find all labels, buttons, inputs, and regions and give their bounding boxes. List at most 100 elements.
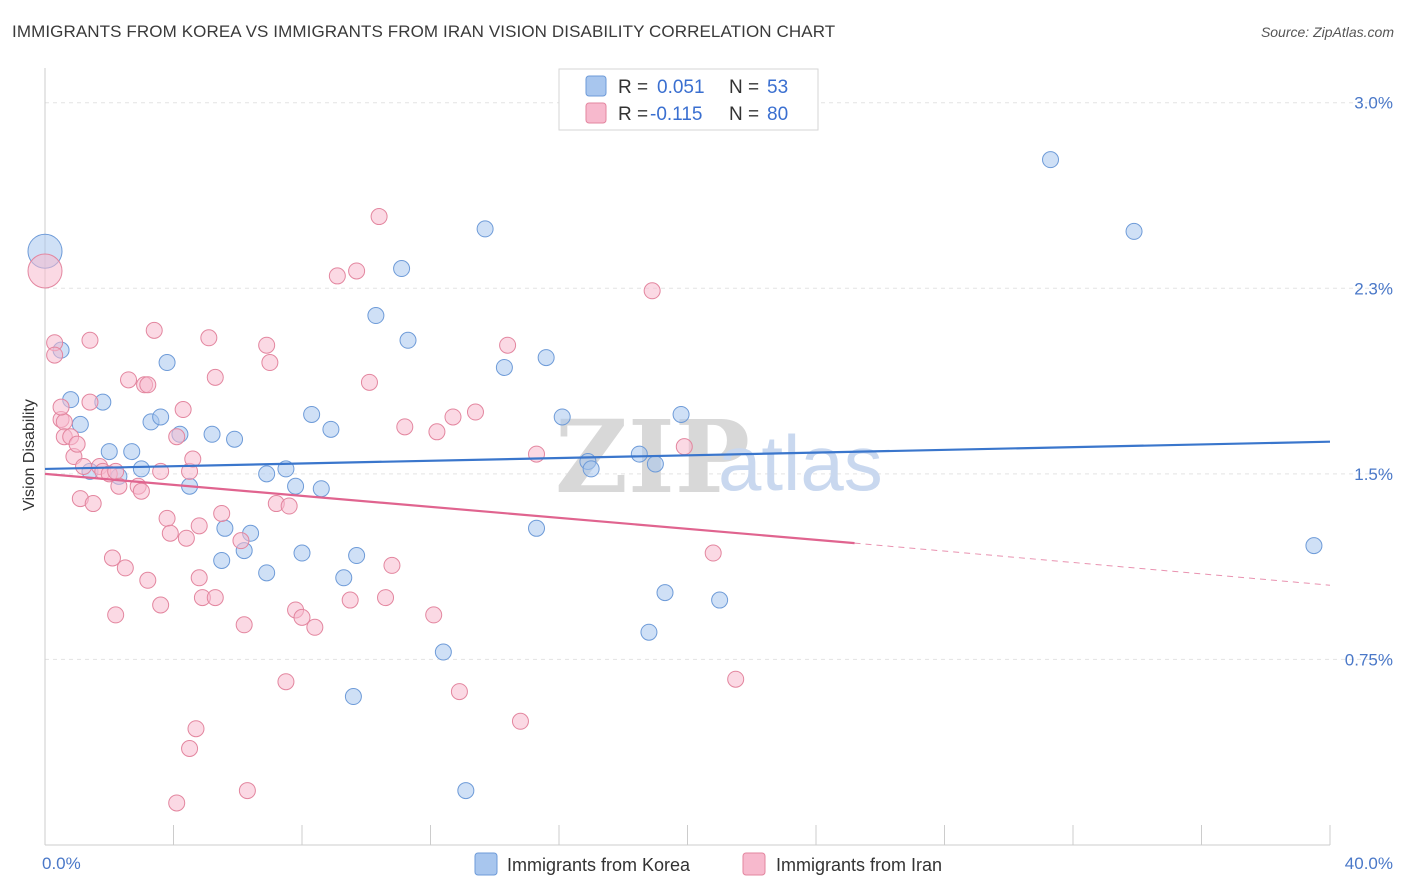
korea-point-31 xyxy=(344,688,362,706)
iran-point-34 xyxy=(168,428,186,446)
iran-point-36 xyxy=(177,529,195,547)
iran-point-69 xyxy=(499,336,517,354)
iran-point-32 xyxy=(158,509,176,527)
korea-point-35 xyxy=(434,643,452,661)
legend-swatch-korea xyxy=(585,75,607,97)
iran-point-0 xyxy=(27,253,63,289)
iran-point-73 xyxy=(675,438,693,456)
iran-point-55 xyxy=(306,618,324,636)
gridlines xyxy=(45,102,1392,660)
iran-trend-line xyxy=(44,472,855,545)
iran-point-72 xyxy=(643,282,661,300)
iran-point-52 xyxy=(280,497,298,515)
y-tick-label-0: 0.75% xyxy=(1345,650,1393,669)
korea-point-19 xyxy=(213,551,231,569)
iran-point-60 xyxy=(370,208,388,226)
y-tick-label-2: 2.3% xyxy=(1354,279,1393,298)
iran-point-13 xyxy=(84,495,102,513)
tick-labels: 0.75% 1.5% 2.3% 3.0% 0.0% 40.0% xyxy=(42,94,1393,873)
iran-point-77 xyxy=(187,720,205,738)
y-tick-label-1: 1.5% xyxy=(1354,465,1393,484)
iran-point-46 xyxy=(232,532,250,550)
bottom-legend-swatch-korea xyxy=(474,852,498,876)
korea-point-47 xyxy=(656,584,674,602)
iran-point-62 xyxy=(383,556,401,574)
iran-point-47 xyxy=(235,616,253,634)
iran-point-21 xyxy=(107,606,125,624)
korea-point-41 xyxy=(553,408,571,426)
korea-point-49 xyxy=(711,591,729,609)
iran-point-23 xyxy=(120,371,138,389)
korea-point-46 xyxy=(640,623,658,641)
legend-r-value-korea: 0.051 xyxy=(657,77,705,98)
korea-point-34 xyxy=(399,331,417,349)
axes xyxy=(44,68,1331,846)
korea-point-52 xyxy=(1305,537,1323,555)
korea-point-24 xyxy=(287,477,305,495)
bottom-legend-swatch-iran xyxy=(742,852,766,876)
iran-point-10 xyxy=(75,457,93,475)
iran-point-45 xyxy=(213,504,231,522)
iran-point-33 xyxy=(161,524,179,542)
iran-point-61 xyxy=(377,589,395,607)
korea-point-17 xyxy=(216,519,234,537)
bottom-legend-label-iran: Immigrants from Iran xyxy=(776,855,942,875)
korea-point-6 xyxy=(123,443,141,461)
korea-point-48 xyxy=(672,405,690,423)
iran-point-44 xyxy=(206,368,224,386)
legend-r-label-iran: R = xyxy=(618,104,648,125)
iran-point-9 xyxy=(68,435,86,453)
y-axis-label: Vision Disability xyxy=(21,399,38,511)
iran-point-14 xyxy=(81,331,99,349)
chart-title: IMMIGRANTS FROM KOREA VS IMMIGRANTS FROM… xyxy=(12,22,836,41)
iran-point-27 xyxy=(139,376,157,394)
korea-point-50 xyxy=(1042,151,1060,169)
korea-point-15 xyxy=(226,430,244,448)
iran-point-58 xyxy=(348,262,366,280)
iran-point-65 xyxy=(428,423,446,441)
korea-point-33 xyxy=(393,260,411,278)
iran-point-76 xyxy=(181,740,199,758)
korea-point-12 xyxy=(152,408,170,426)
watermark-atlas: atlas xyxy=(718,419,883,507)
x-tick-label-1: 40.0% xyxy=(1345,854,1393,873)
iran-point-43 xyxy=(200,329,218,347)
trend-lines xyxy=(44,440,1331,586)
korea-point-37 xyxy=(476,220,494,238)
korea-point-43 xyxy=(582,460,600,478)
bottom-legend-label-korea: Immigrants from Korea xyxy=(507,855,691,875)
x-tick-label-0: 0.0% xyxy=(42,854,81,873)
korea-trend-line xyxy=(44,440,1331,471)
legend-swatch-iran xyxy=(585,102,607,124)
korea-point-44 xyxy=(630,445,648,463)
chart-source: Source: ZipAtlas.com xyxy=(1260,24,1394,40)
iran-point-35 xyxy=(174,401,192,419)
korea-point-9 xyxy=(132,460,150,478)
korea-point-30 xyxy=(348,547,366,565)
iran-point-74 xyxy=(704,544,722,562)
iran-point-78 xyxy=(168,794,186,812)
iran-point-22 xyxy=(116,559,134,577)
iran-point-40 xyxy=(190,569,208,587)
iran-point-79 xyxy=(238,782,256,800)
korea-point-36 xyxy=(457,782,475,800)
korea-point-25 xyxy=(293,544,311,562)
iran-point-4 xyxy=(55,413,73,431)
iran-point-70 xyxy=(511,712,529,730)
iran-trend-extension xyxy=(854,542,1331,586)
iran-point-51 xyxy=(277,673,295,691)
iran-point-42 xyxy=(206,589,224,607)
iran-point-2 xyxy=(46,346,64,364)
legend-n-label-korea: N = xyxy=(729,77,759,98)
legend-n-value-korea: 53 xyxy=(767,77,788,98)
iran-point-49 xyxy=(261,354,279,372)
korea-point-51 xyxy=(1125,222,1143,240)
iran-point-12 xyxy=(81,393,99,411)
korea-point-39 xyxy=(537,349,555,367)
korea-point-29 xyxy=(335,569,353,587)
korea-point-38 xyxy=(495,358,513,376)
korea-point-32 xyxy=(367,307,385,325)
korea-point-5 xyxy=(100,443,118,461)
iran-point-57 xyxy=(341,591,359,609)
